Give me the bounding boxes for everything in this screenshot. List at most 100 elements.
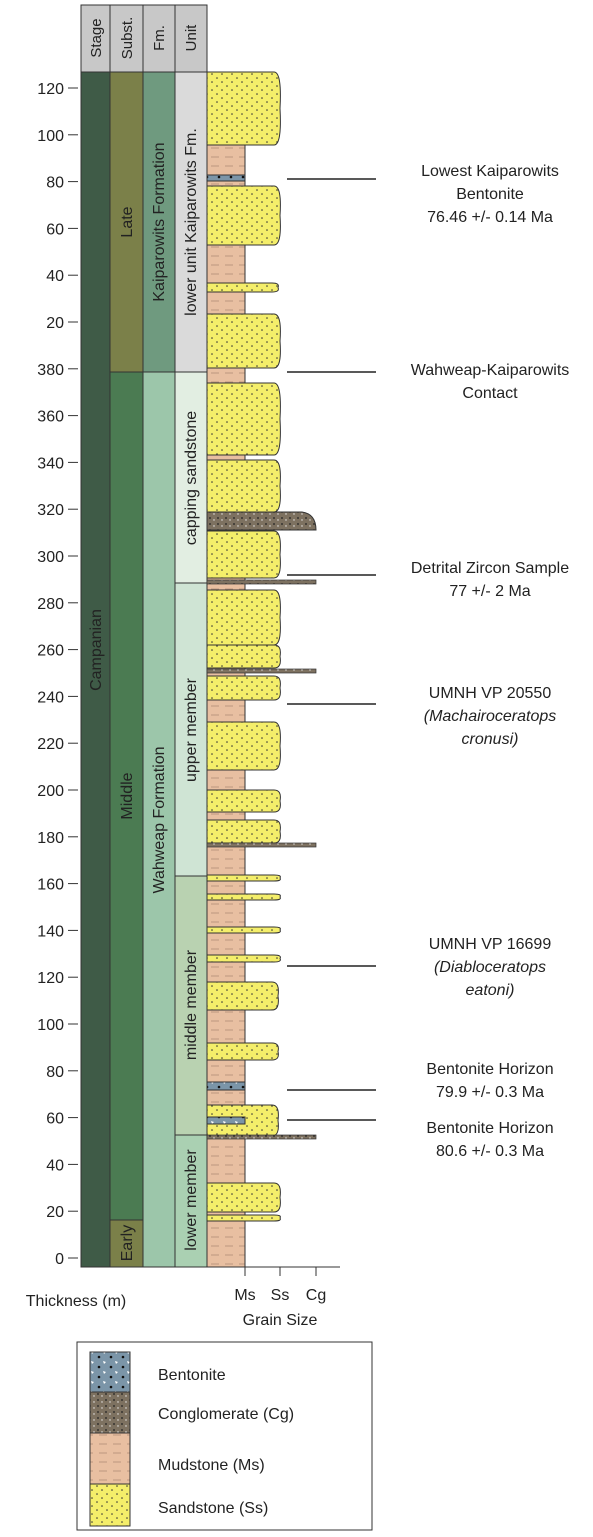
thickness-label: 120 <box>37 81 64 98</box>
sandstone-bed <box>207 927 280 933</box>
sandstone-bed <box>207 590 280 645</box>
conglomerate-lens <box>207 669 316 673</box>
thickness-label: 40 <box>46 268 64 285</box>
legend-label: Sandstone (Ss) <box>158 1500 268 1517</box>
conglomerate-lens <box>207 1135 316 1139</box>
sandstone-bed <box>207 676 280 700</box>
formation-label: Kaiparowits Formation <box>151 142 168 301</box>
conglomerate-bed <box>207 512 316 530</box>
substage-label: Middle <box>119 772 136 819</box>
unit-label: capping sandstone <box>183 411 200 545</box>
sandstone-bed <box>207 383 280 455</box>
thickness-label: 280 <box>37 596 64 613</box>
annotation-text: 76.46 +/- 0.14 Ma <box>427 209 553 226</box>
sandstone-bed <box>207 820 280 843</box>
thickness-label: 300 <box>37 549 64 566</box>
thickness-label: 220 <box>37 736 64 753</box>
annotation-text: cronusi) <box>462 731 519 748</box>
unit-label: lower member <box>183 1149 200 1251</box>
sandstone-bed <box>207 955 280 962</box>
annotation-text: (Diabloceratops <box>434 959 546 976</box>
annotation-text: 80.6 +/- 0.3 Ma <box>436 1143 544 1160</box>
legend-swatch <box>90 1433 130 1484</box>
grain-size-label: Cg <box>306 1287 326 1304</box>
sandstone-bed <box>207 722 280 770</box>
annotation-text: Bentonite Horizon <box>426 1061 553 1078</box>
substage-label: Early <box>119 1225 136 1261</box>
conglomerate-lens <box>207 843 316 847</box>
header: Stage <box>88 18 105 57</box>
header: Subst. <box>119 17 136 60</box>
annotations: Lowest Kaiparowits Bentonite 76.46 +/- 0.1… <box>287 163 569 1160</box>
header: Unit <box>183 24 200 52</box>
sandstone-bed <box>207 790 280 812</box>
legend-swatch <box>90 1392 130 1433</box>
annotation-text: Lowest Kaiparowits <box>421 163 559 180</box>
stage-label: Campanian <box>88 609 105 691</box>
thickness-label: 180 <box>37 830 64 847</box>
header: Fm. <box>151 25 168 51</box>
annotation-text: 79.9 +/- 0.3 Ma <box>436 1084 544 1101</box>
thickness-label: 80 <box>46 175 64 192</box>
thickness-label: 380 <box>37 362 64 379</box>
sandstone-bed <box>207 645 280 668</box>
thickness-label: 20 <box>46 315 64 332</box>
sandstone-bed <box>207 875 280 881</box>
thickness-label: 360 <box>37 409 64 426</box>
thickness-axis: 1201008060402038036034032030028026024022… <box>37 81 78 1268</box>
thickness-title: Thickness (m) <box>26 1293 126 1310</box>
annotation-text: UMNH VP 16699 <box>429 936 552 953</box>
sandstone-bed <box>207 1043 278 1060</box>
grain-size-label: Ss <box>271 1287 290 1304</box>
stratigraphic-column: Stage Subst. Fm. Unit Campanian Late Mid… <box>0 0 593 1532</box>
thickness-label: 240 <box>37 689 64 706</box>
unit-label: lower unit Kaiparowits Fm. <box>183 128 200 316</box>
sandstone-bed <box>207 531 280 578</box>
thickness-label: 200 <box>37 783 64 800</box>
annotation-text: (Machairoceratops <box>424 708 557 725</box>
annotation-text: Detrital Zircon Sample <box>411 560 569 577</box>
bentonite-bed <box>207 1082 245 1090</box>
annotation-text: Wahweap-Kaiparowits <box>411 362 570 379</box>
annotation-text: UMNH VP 20550 <box>429 685 552 702</box>
thickness-label: 100 <box>37 1017 64 1034</box>
legend-label: Bentonite <box>158 1367 226 1384</box>
annotation-text: Bentonite <box>456 186 524 203</box>
thickness-label: 60 <box>46 1111 64 1128</box>
thickness-label: 80 <box>46 1064 64 1081</box>
annotation-text: Bentonite Horizon <box>426 1120 553 1137</box>
unit-label: upper member <box>183 677 200 782</box>
thickness-label: 60 <box>46 221 64 238</box>
legend-label: Conglomerate (Cg) <box>158 1406 294 1423</box>
bentonite-bed <box>207 175 245 181</box>
bentonite-bed <box>207 1117 245 1124</box>
sandstone-bed <box>207 460 280 512</box>
thickness-label: 40 <box>46 1157 64 1174</box>
sandstone-bed <box>207 982 278 1010</box>
substage-label: Late <box>119 206 136 237</box>
sandstone-bed <box>207 1215 280 1221</box>
thickness-label: 0 <box>55 1251 64 1268</box>
sandstone-bed <box>207 72 280 145</box>
legend-label: Mudstone (Ms) <box>158 1457 265 1474</box>
thickness-label: 160 <box>37 877 64 894</box>
grain-size-title: Grain Size <box>243 1312 318 1329</box>
lithology-beds <box>207 72 316 1221</box>
sandstone-bed <box>207 314 280 368</box>
conglomerate-lens <box>207 580 316 584</box>
unit-label: middle member <box>183 949 200 1060</box>
grain-size-label: Ms <box>234 1287 255 1304</box>
sandstone-bed <box>207 283 278 292</box>
sandstone-bed <box>207 186 280 245</box>
annotation-text: 77 +/- 2 Ma <box>449 583 530 600</box>
thickness-label: 140 <box>37 923 64 940</box>
formation-label: Wahweap Formation <box>151 746 168 893</box>
legend-swatch <box>90 1484 130 1526</box>
sandstone-bed <box>207 1183 280 1212</box>
thickness-label: 340 <box>37 455 64 472</box>
thickness-label: 320 <box>37 502 64 519</box>
annotation-text: Contact <box>462 385 518 402</box>
annotation-text: eatoni) <box>466 982 515 999</box>
sandstone-bed <box>207 894 280 900</box>
thickness-label: 120 <box>37 970 64 987</box>
